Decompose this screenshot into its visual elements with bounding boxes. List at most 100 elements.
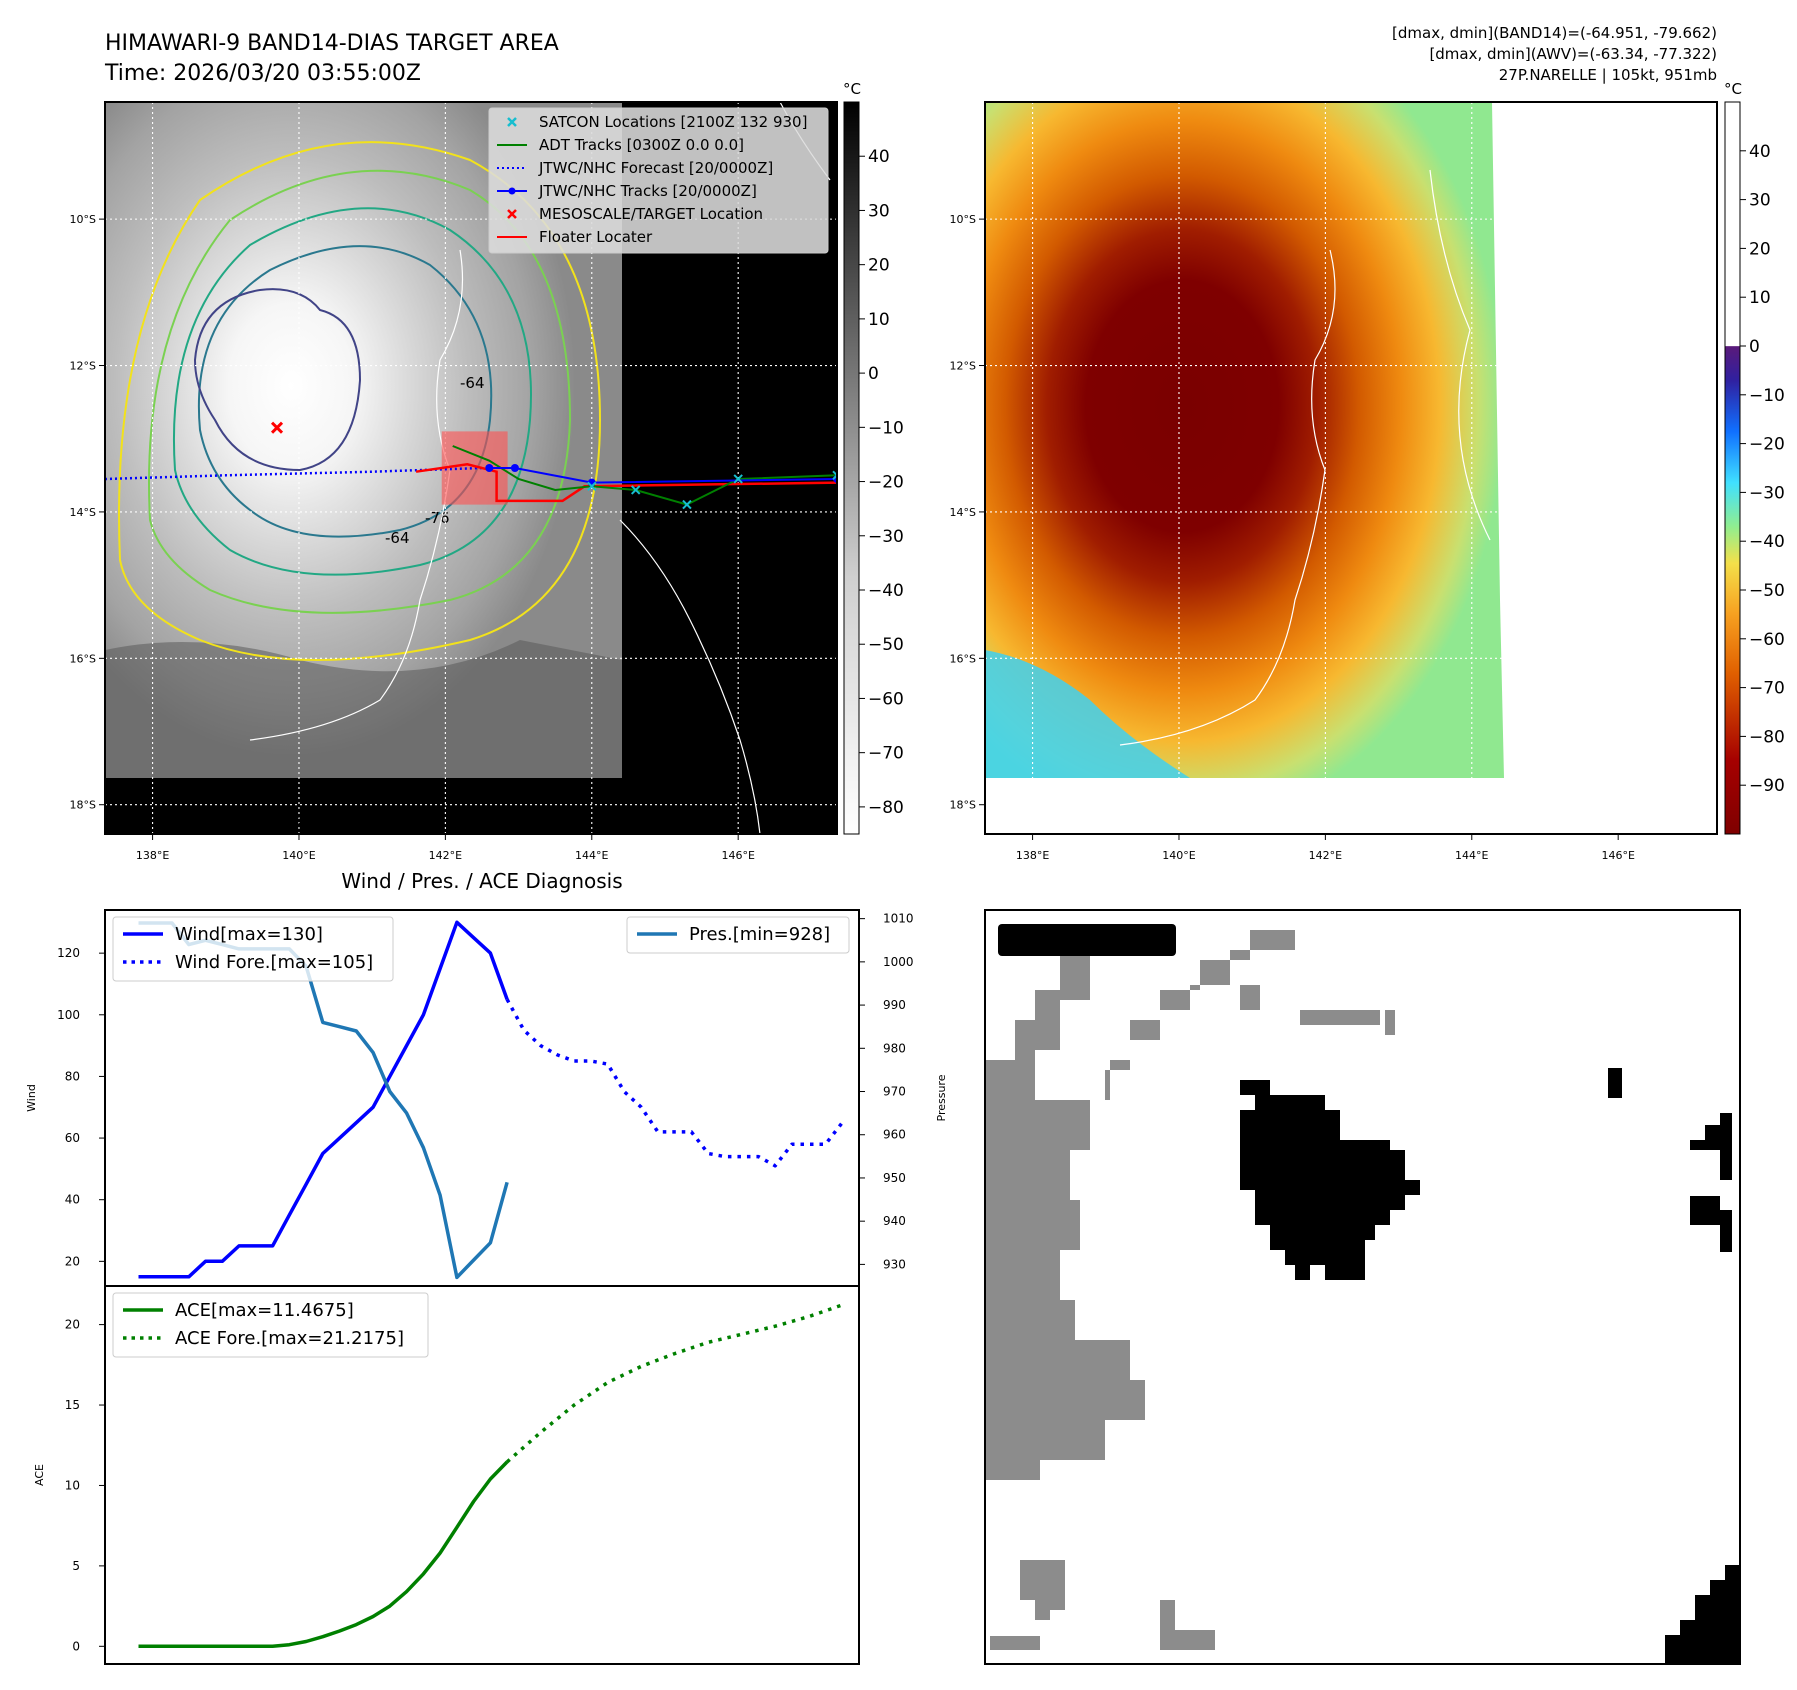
colorbar-b-unit: °C [1724,80,1742,98]
colorbar-tick-label: −50 [868,635,904,655]
series-line-wind-pressure-0 [138,920,509,1279]
y2-tick-label: 980 [883,1041,906,1055]
wmg-frame [984,909,1741,1665]
figure-title: HIMAWARI-9 BAND14-DIAS TARGET AREA [105,31,559,56]
satcon-marker [733,474,743,484]
lat-tick-label: 12°S [950,360,976,373]
colorbar-tick-label: 40 [868,147,890,167]
y-tick-label: 20 [65,1254,80,1268]
series-line-wind-pressure-1 [505,998,844,1168]
legend-a-label: JTWC/NHC Tracks [20/0000Z] [538,182,757,200]
info-awv: [dmax, dmin](AWV)=(-63.34, -77.322) [1429,45,1717,63]
y-tick-label: 5 [72,1559,80,1573]
colorbar-tick-label: −20 [868,473,904,493]
lat-tick-label: 14°S [950,506,976,519]
colorbar-tick-label: 40 [1749,142,1771,162]
cold-area-cyan [985,650,1190,778]
jtwc-forecast-track [105,466,483,481]
contour-label-3: -64 [385,529,410,547]
y2-tick-label: 940 [883,1214,906,1228]
ir-grayscale-map: -64 -76 -64 Copyright © 2020-2026 Dapiya… [70,80,904,862]
contour-label-2: -76 [425,509,450,527]
lon-tick-label: 140°E [282,849,315,862]
satcon-marker [832,470,837,481]
wmg-panel: WMG Count: 0 [984,909,1741,1665]
colorbar-a-ticks: 40 30 20 10 0 −10 −20 −30 −40 −50 −60 −70 −80 [859,147,904,818]
legend-a-label: MESOSCALE/TARGET Location [539,205,763,223]
y-tick-label: 40 [65,1193,80,1207]
ace-plot-frame [104,1285,860,1665]
contour-teal [172,207,532,576]
colorbar-tick-label: −80 [868,798,904,818]
ace-fore-legend-label: ACE Fore.[max=21.2175] [175,1328,404,1349]
colorbar-tick-label: −40 [1749,532,1785,552]
colorbar-tick-label: −90 [1749,776,1785,796]
y-tick-label: 60 [65,1131,80,1145]
jtwc-track [489,467,837,484]
info-storm: 27P.NARELLE | 105kt, 951mb [1499,66,1717,84]
lon-tick-label: 140°E [1162,849,1195,862]
legend-a-label: Floater Locater [539,228,653,246]
wmg-count-label: WMG Count: 0 [1006,930,1159,952]
map-a-overlays [105,102,837,834]
series-line-ace-0 [138,1460,509,1649]
legend-a-point [508,187,516,195]
y-tick-label: 80 [65,1069,80,1083]
pressure-axis-label: Pressure [935,1074,948,1121]
colorbar-a-unit: °C [843,80,861,98]
colorbar-tick-label: −20 [1749,435,1785,455]
colorbar-tick-label: −10 [1749,386,1785,406]
y-tick-label: 20 [65,1318,80,1332]
coastline-b [1119,169,1491,746]
lon-tick-label: 142°E [429,849,462,862]
colorbar-tick-label: −50 [1749,581,1785,601]
colorbar-tick-label: 30 [868,201,890,221]
wind-pressure-ticks: 20 40 60 80 100 120 930 940 950 960 970 980 990 1000 1… [57,912,913,1272]
satcon-marker [630,485,641,495]
wmg-gray-region [985,930,1395,1650]
lat-tick-label: 16°S [950,652,976,665]
colorbar-tick-label: 20 [868,256,890,276]
map-b-overlays [985,102,1717,834]
contour-green [148,169,572,614]
colorbar-tick-label: 30 [1749,191,1771,211]
target-location-marker [270,421,284,434]
wind-fore-legend-label: Wind Fore.[max=105] [175,952,373,973]
contour-outer-yellow [118,141,602,661]
colorbar-tick-label: 10 [868,310,890,330]
y2-tick-label: 990 [883,998,906,1012]
contour-label-1: -64 [460,374,485,392]
colorbar-tick-label: 10 [1749,288,1771,308]
legend-a-entries: SATCON Locations [2100Z 132 930] ADT Trac… [497,113,807,246]
colorbar-b-ticks: 40 30 20 10 0 −10 −20 −30 −40 −50 −60 −70 −80 −90 [1740,142,1785,796]
ace-ticks: 0 5 10 15 20 [65,1318,105,1653]
colorbar-tick-label: 0 [868,364,879,384]
map-a-frame [104,101,838,835]
colorbar-tick-label: −70 [1749,679,1785,699]
y2-tick-label: 950 [883,1171,906,1185]
copyright-label: Copyright © 2020-2026 Dapiya [108,811,387,830]
colorbar-tick-label: −30 [868,527,904,547]
lon-tick-label: 146°E [1601,849,1634,862]
pressure-legend-label: Pres.[min=928] [689,924,830,945]
colorbar-a [843,101,860,835]
map-b-frame [984,101,1718,835]
colorbar-tick-label: −10 [868,418,904,438]
lat-tick-label: 16°S [70,652,96,665]
lon-tick-label: 138°E [136,849,169,862]
wind-legend-box [112,916,394,982]
lat-tick-label: 10°S [70,213,96,226]
legend-a: SATCON Locations [2100Z 132 930] ADT Trac… [488,107,829,254]
series-line-ace-1 [505,1303,843,1464]
wind-axis-label: Wind [25,1084,38,1112]
lat-tick-label: 18°S [70,799,96,812]
ace-legend-box [112,1292,429,1358]
lon-tick-label: 142°E [1309,849,1342,862]
y2-tick-label: 1000 [883,955,914,969]
wind-legend-label: Wind[max=130] [175,924,323,945]
lat-tick-label: 12°S [70,360,96,373]
legend-a-label: JTWC/NHC Forecast [20/0000Z] [538,159,773,177]
y-tick-label: 0 [72,1639,80,1653]
y-tick-label: 100 [57,1008,80,1022]
lat-tick-label: 14°S [70,506,96,519]
